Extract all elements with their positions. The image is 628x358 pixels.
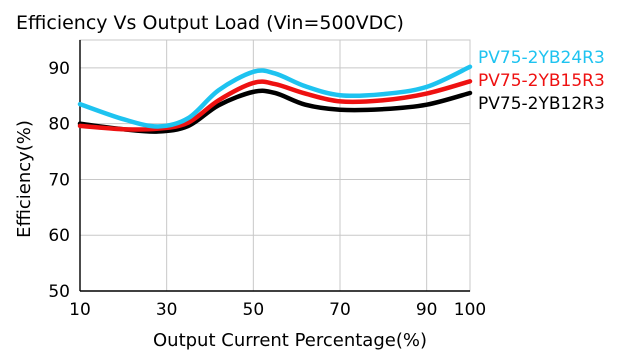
x-axis-title: Output Current Percentage(%) [153,330,427,351]
series-lines [77,64,473,134]
legend: PV75-2YB24R3 PV75-2YB15R3 PV75-2YB12R3 [478,48,605,114]
y-tick-label: 70 [48,170,70,190]
legend-label-pv75-2yb15r3: PV75-2YB15R3 [478,71,605,91]
x-tick-label: 50 [243,300,265,320]
grid [79,39,471,292]
x-tick-label: 100 [454,300,486,320]
axes [79,40,470,292]
y-tick-label: 60 [48,226,70,246]
series-line-pv75-2yb15r3 [77,79,473,132]
series-line-pv75-2yb12r3 [77,88,473,134]
plot-frame [79,39,471,292]
x-tick-label: 30 [156,300,178,320]
x-tick-label: 70 [329,300,351,320]
series-line-pv75-2yb24r3 [77,64,473,129]
y-tick-label: 90 [48,59,70,79]
x-tick-label: 10 [69,300,91,320]
legend-label-pv75-2yb12r3: PV75-2YB12R3 [478,94,605,114]
y-axis-title: Efficiency(%) [14,120,35,238]
tick-labels: 50 60 70 80 90 10 30 50 70 90 100 [48,59,486,320]
chart-title: Efficiency Vs Output Load (Vin=500VDC) [16,12,404,34]
legend-label-pv75-2yb24r3: PV75-2YB24R3 [478,48,605,68]
x-tick-label: 90 [416,300,438,320]
y-tick-label: 50 [48,282,70,302]
y-tick-label: 80 [48,115,70,135]
